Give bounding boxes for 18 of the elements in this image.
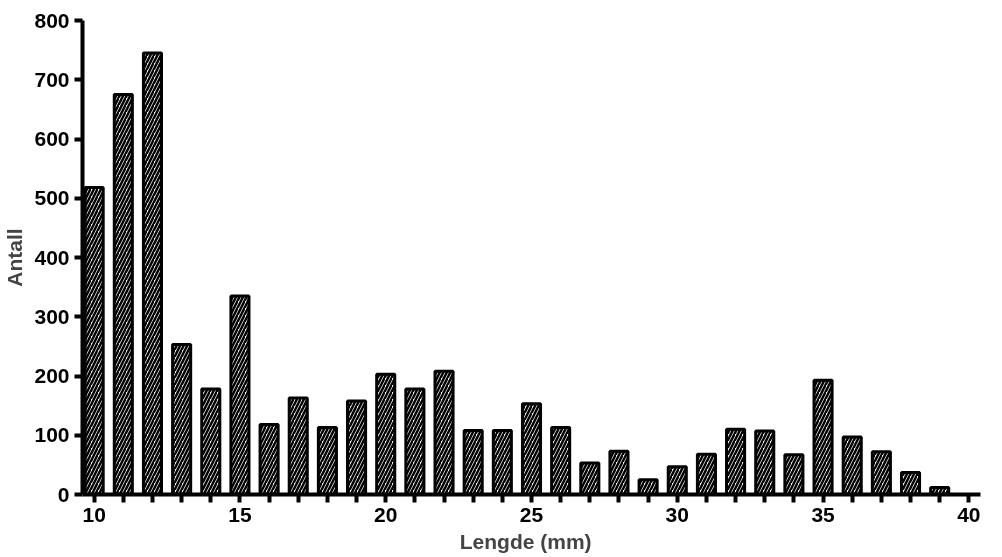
x-tick-label: 35 <box>811 502 836 526</box>
y-tick-label: 800 <box>34 8 70 32</box>
y-tick-label: 600 <box>34 127 70 150</box>
y-tick-label: 400 <box>34 245 70 269</box>
y-tick-label: 0 <box>57 482 70 506</box>
x-tick-label: 15 <box>228 502 252 526</box>
x-tick-label: 30 <box>665 502 689 526</box>
x-tick-label: 20 <box>374 502 398 526</box>
x-tick-label: 40 <box>957 502 981 526</box>
x-axis-title: Lengde (mm) <box>459 529 592 553</box>
x-tick-label: 25 <box>519 502 544 526</box>
y-tick-label: 300 <box>34 304 70 328</box>
y-tick-label: 100 <box>34 423 70 447</box>
y-tick-label: 700 <box>34 67 70 91</box>
y-tick-label: 200 <box>34 364 70 387</box>
y-tick-label: 500 <box>34 186 70 210</box>
y-axis-title: Antall <box>3 228 27 287</box>
x-tick-label: 10 <box>82 502 106 526</box>
